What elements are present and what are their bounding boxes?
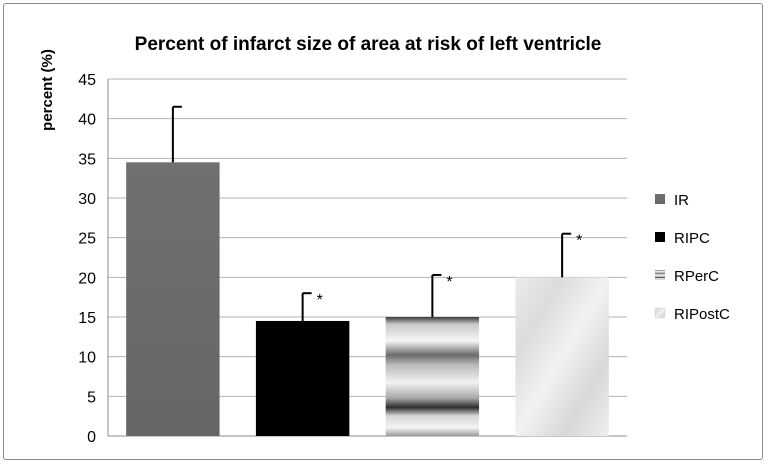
- y-tick-label: 30: [78, 191, 96, 208]
- y-tick-label: 15: [78, 310, 96, 327]
- significance-marker: *: [317, 292, 323, 309]
- legend-swatch-ripostc: [654, 307, 666, 319]
- legend-swatch-rperc: [655, 270, 665, 280]
- y-tick-label: 20: [78, 270, 96, 287]
- y-tick-label: 10: [78, 350, 96, 367]
- legend-swatch-ir: [655, 194, 665, 204]
- y-axis-label: percent (%): [39, 49, 56, 131]
- bar-rperc: [385, 317, 480, 436]
- legend-swatch-ripc: [655, 232, 665, 242]
- legend-label-rperc: RPerC: [674, 268, 719, 285]
- chart-title: Percent of infarct size of area at risk …: [135, 34, 602, 55]
- y-tick-label: 25: [78, 231, 96, 248]
- legend-label-ripostc: RIPostC: [674, 306, 730, 323]
- y-tick-label: 40: [78, 112, 96, 129]
- legend-label-ir: IR: [674, 192, 689, 209]
- bar-ripc: [255, 320, 350, 436]
- y-tick-label: 45: [78, 72, 96, 89]
- y-tick-label: 5: [87, 389, 96, 406]
- legend-label-ripc: RIPC: [674, 230, 710, 247]
- bar-ir: [126, 162, 220, 437]
- significance-marker: *: [446, 274, 452, 291]
- significance-marker: *: [576, 233, 582, 250]
- bar-ripostc: [515, 277, 609, 436]
- y-tick-label: 0: [87, 429, 96, 446]
- y-tick-label: 35: [78, 151, 96, 168]
